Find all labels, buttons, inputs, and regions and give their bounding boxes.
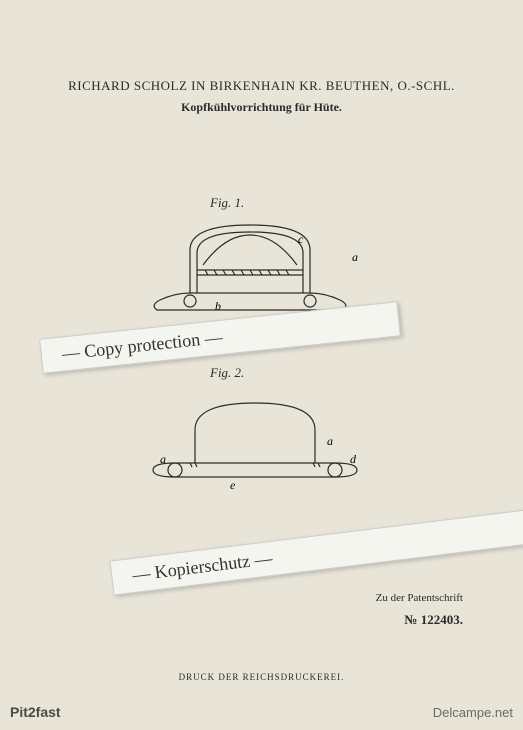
fig1-label-b: b: [215, 299, 221, 314]
inventor-name: RICHARD SCHOLZ IN BIRKENHAIN KR. BEUTHEN…: [0, 78, 523, 94]
figure-1-diagram: [135, 215, 365, 315]
fig2-label-e: e: [230, 478, 235, 493]
fig1-label-a: a: [352, 250, 358, 265]
fig1-label-c: c: [298, 232, 303, 247]
patent-number-value: 122403.: [421, 612, 463, 627]
patent-page: RICHARD SCHOLZ IN BIRKENHAIN KR. BEUTHEN…: [0, 0, 523, 730]
patent-title: Kopfkühlvorrichtung für Hüte.: [0, 100, 523, 115]
figure-1-label: Fig. 1.: [210, 195, 244, 211]
printer-credit: DRUCK DER REICHSDRUCKEREI.: [0, 672, 523, 682]
fig2-label-a-left: a: [160, 452, 166, 467]
watermark-kopierschutz: — Kopierschutz —: [109, 510, 523, 596]
figure-2-diagram: [135, 395, 375, 495]
fig2-label-a-right: a: [327, 434, 333, 449]
fig2-label-d: d: [350, 452, 356, 467]
figure-2-label: Fig. 2.: [210, 365, 244, 381]
patent-number-prefix: №: [404, 612, 417, 627]
footer-left-credit: Pit2fast: [10, 704, 61, 720]
patent-number: № 122403.: [404, 612, 463, 628]
patent-reference-text: Zu der Patentschrift: [376, 592, 463, 604]
footer-right-credit: Delcampe.net: [433, 705, 513, 720]
